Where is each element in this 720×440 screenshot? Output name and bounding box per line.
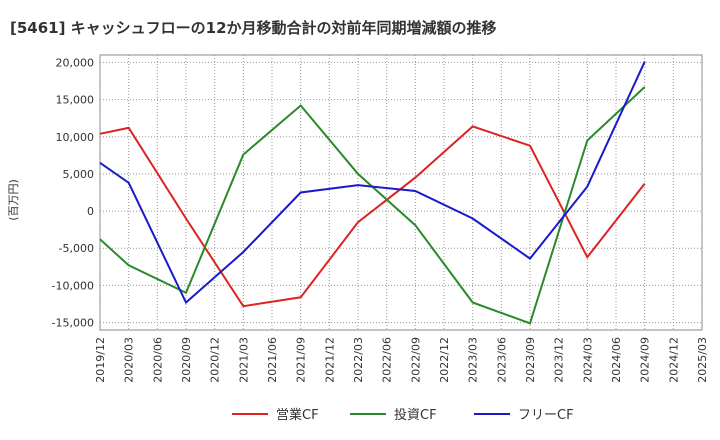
legend-label: 営業CF <box>276 407 319 423</box>
x-tick-label: 2022/12 <box>438 337 451 383</box>
x-tick-label: 2022/09 <box>409 337 422 383</box>
plot-frame <box>99 54 703 331</box>
y-tick-label: -15,000 <box>52 317 94 330</box>
y-axis-label: (百万円) <box>7 179 20 221</box>
series-line-営業CF <box>99 125 646 308</box>
x-tick-label: 2019/12 <box>94 337 107 383</box>
x-tick-label: 2021/03 <box>237 337 250 383</box>
x-tick-label: 2021/06 <box>266 337 279 383</box>
y-tick-label: 15,000 <box>56 94 95 107</box>
x-tick-label: 2024/12 <box>667 337 680 383</box>
x-tick-label: 2020/12 <box>209 337 222 383</box>
y-tick-label: 10,000 <box>56 131 95 144</box>
legend-label: 投資CF <box>394 407 437 423</box>
x-tick-label: 2022/03 <box>352 337 365 383</box>
x-tick-label: 2021/12 <box>323 337 336 383</box>
y-axis: 20,000 15,000 10,000 5,000 0 -5,000 -10,000 -15… <box>52 56 94 329</box>
x-tick-label: 2023/09 <box>524 337 537 383</box>
legend-label: フリーCF <box>518 408 574 423</box>
x-tick-label: 2020/06 <box>151 337 164 383</box>
x-tick-label: 2023/06 <box>495 337 508 383</box>
x-tick-label: 2022/06 <box>381 337 394 383</box>
series-lines <box>99 61 646 325</box>
y-tick-label: 20,000 <box>56 56 95 69</box>
y-tick-label: -10,000 <box>52 279 94 292</box>
x-tick-label: 2024/09 <box>639 337 652 383</box>
x-tick-label: 2025/03 <box>696 337 709 383</box>
x-tick-label: 2020/09 <box>180 337 193 383</box>
x-tick-label: 2020/03 <box>123 337 136 383</box>
y-tick-label: 5,000 <box>63 168 95 181</box>
legend: 営業CF 投資CF フリーCF <box>232 407 574 423</box>
x-tick-label: 2021/09 <box>295 337 308 383</box>
y-tick-label: -5,000 <box>59 242 94 255</box>
y-tick-label: 0 <box>87 205 94 218</box>
series-line-投資CF <box>99 86 646 325</box>
x-tick-label: 2024/06 <box>610 337 623 383</box>
x-tick-label: 2024/03 <box>581 337 594 383</box>
x-axis: 2019/12 2020/03 2020/06 2020/09 2020/12 2021/… <box>94 337 709 383</box>
x-tick-label: 2023/12 <box>553 337 566 383</box>
x-tick-label: 2023/03 <box>467 337 480 383</box>
series-line-フリーCF <box>99 61 646 305</box>
plot-area <box>99 54 703 331</box>
chart-title: [5461] キャッシュフローの12か月移動合計の対前年同期増減額の推移 <box>10 19 497 37</box>
grid <box>99 55 703 330</box>
